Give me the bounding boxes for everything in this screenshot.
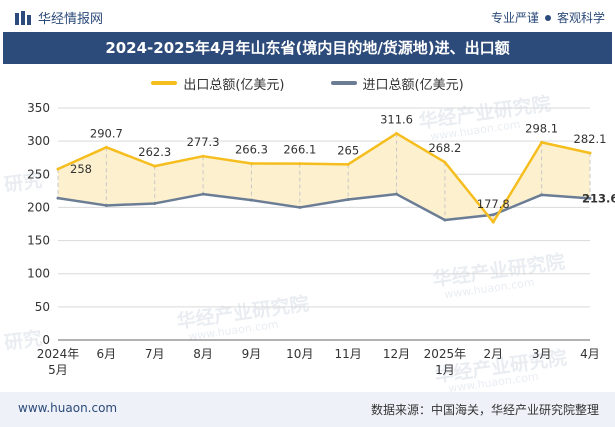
series-line-import (57, 192, 591, 222)
y-tick-label: 50 (35, 300, 50, 314)
import-point (491, 213, 495, 217)
tagline-b: 客观科学 (556, 11, 605, 25)
legend-swatch-import (330, 81, 357, 85)
tagline: 专业严谨 客观科学 (491, 9, 605, 26)
y-tick-label: 300 (27, 134, 50, 148)
x-tick-label: 9月 (242, 347, 262, 361)
footer-url[interactable]: www.huaon.com (18, 401, 118, 415)
x-tick-label-line: 11月 (335, 347, 362, 361)
x-tick-label: 8月 (193, 347, 213, 361)
export-point (346, 162, 350, 166)
export-data-label: 311.6 (380, 112, 413, 126)
tagline-dot-icon (544, 14, 551, 21)
export-point (395, 131, 399, 135)
export-point (153, 164, 157, 168)
export-data-label: 268.2 (428, 141, 461, 155)
chart-title: 2024-2025年4月年山东省(境内目的地/货源地)进、出口额 (3, 32, 612, 64)
brand[interactable]: 华经情报网 (14, 8, 103, 27)
x-tick-label-line: 2月 (483, 347, 503, 361)
import-point (443, 218, 447, 222)
export-point (56, 167, 60, 171)
y-tick-label: 250 (27, 167, 50, 181)
y-tick-label: 0 (42, 333, 50, 347)
x-tick-label: 12月 (383, 347, 410, 361)
export-point (104, 145, 108, 149)
y-tick-label: 200 (27, 200, 50, 214)
top-bar: 华经情报网 专业严谨 客观科学 (0, 0, 615, 32)
x-tick-label-line: 7月 (145, 347, 165, 361)
series-line-export (57, 132, 591, 224)
footer: www.huaon.com 数据来源：中国海关，华经产业研究院整理 (0, 392, 615, 427)
export-point (540, 140, 544, 144)
import-point (56, 196, 60, 200)
x-tick-label: 11月 (335, 347, 362, 361)
legend-swatch-export (151, 81, 178, 85)
import-point (201, 192, 205, 196)
export-data-label: 177.8 (477, 197, 510, 211)
x-tick-label-line: 9月 (242, 347, 262, 361)
import-point (249, 198, 253, 202)
export-data-label: 277.3 (187, 135, 220, 149)
x-tick-label-line: 10月 (286, 347, 313, 361)
x-tick-label: 2025年 1月 (424, 347, 467, 377)
legend-label-import: 进口总额(亿美元) (362, 77, 464, 93)
x-tick-label-line: 12月 (383, 347, 410, 361)
import-point (346, 197, 350, 201)
tagline-a: 专业严谨 (490, 11, 539, 25)
legend-item-export[interactable]: 出口总额(亿美元) (151, 72, 285, 94)
export-point (588, 151, 592, 155)
export-point (491, 220, 495, 224)
export-data-label: 258 (70, 162, 92, 176)
x-tick-label-line: 2025年 (424, 347, 467, 361)
y-tick-label: 150 (27, 234, 50, 248)
x-tick-label: 2024年 5月 (37, 347, 80, 377)
brand-name: 华经情报网 (38, 12, 104, 27)
x-tick-label-line: 6月 (97, 347, 117, 361)
x-tick-label-line: 4月 (580, 347, 600, 361)
export-data-label: 265 (337, 143, 359, 157)
export-data-label: 266.1 (283, 143, 316, 157)
x-tick-label-line: 8月 (193, 347, 213, 361)
export-point (298, 162, 302, 166)
import-point (395, 192, 399, 196)
x-tick-label: 7月 (145, 347, 165, 361)
export-point (249, 161, 253, 165)
import-point (588, 196, 592, 200)
x-tick-label-line: 3月 (532, 347, 552, 361)
export-data-label: 262.3 (138, 145, 171, 159)
x-tick-label: 4月 (580, 347, 600, 361)
legend: 出口总额(亿美元) 进口总额(亿美元) (0, 72, 615, 94)
y-tick-label: 350 (27, 101, 50, 115)
brand-logo-icon (15, 10, 31, 25)
import-data-label: 213.6 (582, 191, 615, 205)
x-tick-label: 3月 (532, 347, 552, 361)
export-data-label: 282.1 (574, 132, 607, 146)
gap-area (58, 133, 590, 223)
x-tick-label: 2月 (483, 347, 503, 361)
footer-source: 数据来源：中国海关，华经产业研究院整理 (370, 403, 599, 417)
import-point (153, 201, 157, 205)
x-tick-label-line: 1月 (435, 363, 455, 377)
x-tick-label-line: 5月 (48, 363, 68, 377)
import-point (540, 193, 544, 197)
legend-label-export: 出口总额(亿美元) (183, 77, 285, 93)
export-point (443, 160, 447, 164)
legend-item-import[interactable]: 进口总额(亿美元) (330, 72, 464, 94)
export-data-label: 290.7 (90, 126, 123, 140)
x-tick-label: 10月 (286, 347, 313, 361)
import-point (298, 205, 302, 209)
export-data-label: 298.1 (525, 121, 558, 135)
x-tick-label-line: 2024年 (37, 347, 80, 361)
export-data-label: 266.3 (235, 142, 268, 156)
import-point (104, 203, 108, 207)
x-tick-label: 6月 (97, 347, 117, 361)
export-point (201, 154, 205, 158)
y-tick-label: 100 (27, 267, 50, 281)
